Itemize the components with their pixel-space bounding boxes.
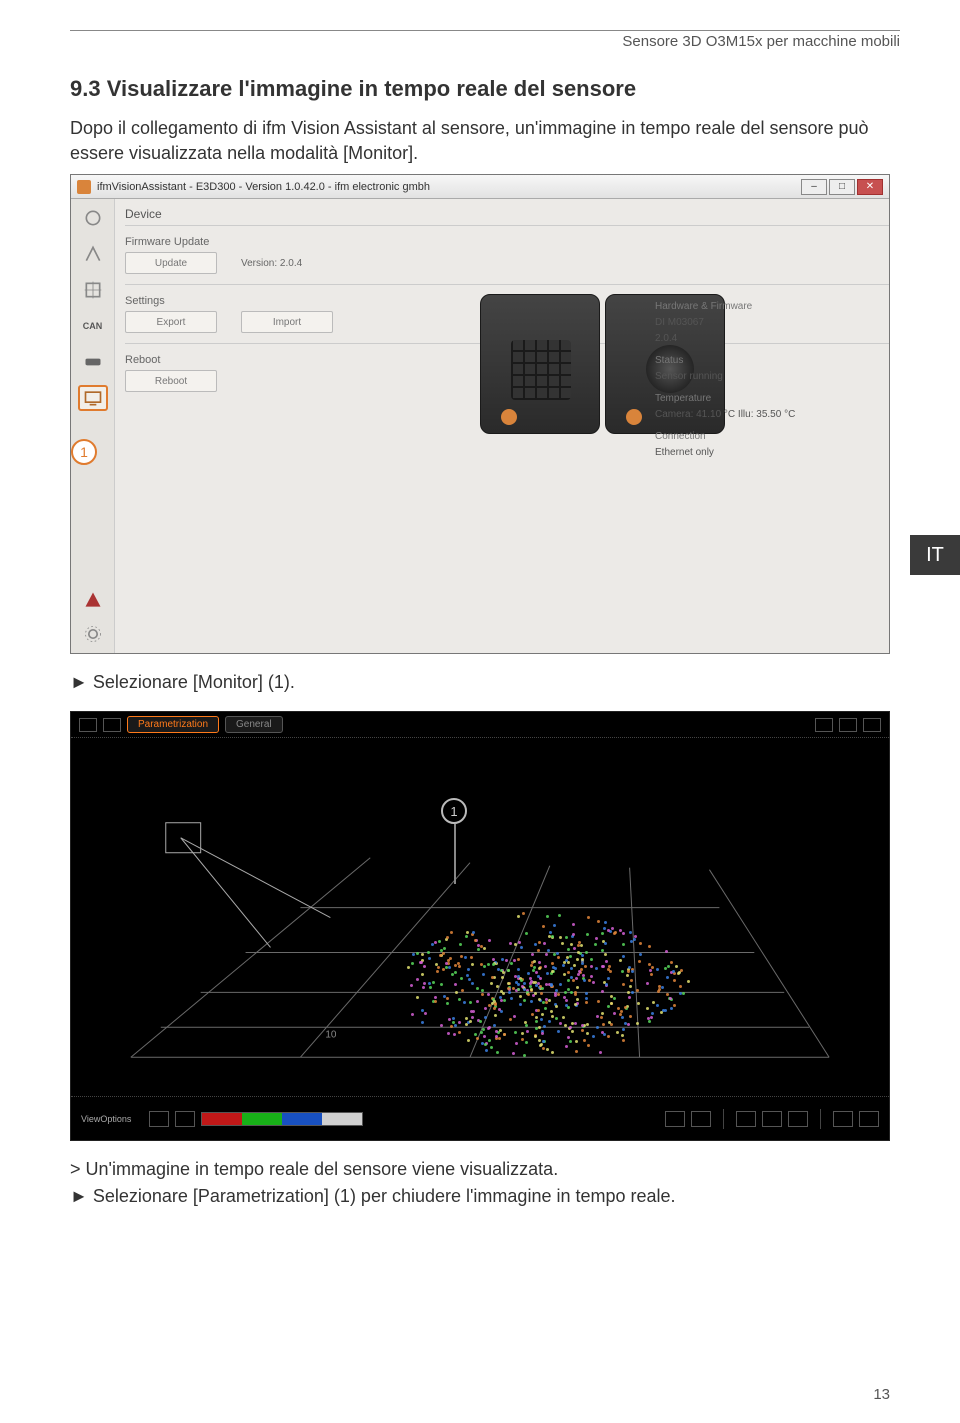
- view-options-label: ViewOptions: [81, 1114, 131, 1124]
- monitor-window: Parametrization General: [70, 711, 890, 1141]
- window-title: ifmVisionAssistant - E3D300 - Version 1.…: [97, 181, 430, 193]
- bottom-icon[interactable]: [175, 1111, 195, 1127]
- gear-icon[interactable]: [78, 621, 108, 647]
- tiny-icon[interactable]: [815, 718, 833, 732]
- section-title-text: Visualizzare l'immagine in tempo reale d…: [107, 76, 636, 101]
- header-rule: [70, 30, 900, 31]
- firmware-label: Firmware Update: [125, 236, 889, 248]
- callout-2: 1: [441, 798, 467, 824]
- maximize-button[interactable]: □: [829, 179, 855, 195]
- settings-icon[interactable]: [78, 277, 108, 303]
- callout-1: 1: [61, 415, 121, 465]
- device-preview: Hardware & Firmware DI M03067 2.0.4 Stat…: [355, 289, 855, 439]
- bottom-icon[interactable]: [691, 1111, 711, 1127]
- tab-general[interactable]: General: [225, 716, 283, 733]
- vision-assistant-window: ifmVisionAssistant - E3D300 - Version 1.…: [70, 174, 890, 654]
- callout-number: 1: [71, 439, 97, 465]
- point-cloud: [391, 888, 711, 1058]
- color-legend: [201, 1112, 363, 1126]
- bottom-icon[interactable]: [665, 1111, 685, 1127]
- window-controls: – □ ✕: [801, 179, 883, 195]
- minimize-button[interactable]: –: [801, 179, 827, 195]
- device-panel: Device Firmware Update Update Version: 2…: [115, 199, 889, 653]
- bottom-icon[interactable]: [736, 1111, 756, 1127]
- tab-parametrization[interactable]: Parametrization: [127, 716, 219, 733]
- bottom-icon[interactable]: [833, 1111, 853, 1127]
- bottom-icon[interactable]: [788, 1111, 808, 1127]
- app-icon: [77, 180, 91, 194]
- update-button[interactable]: Update: [125, 252, 217, 274]
- section-intro: Dopo il collegamento di ifm Vision Assis…: [70, 116, 900, 166]
- home-icon[interactable]: [78, 205, 108, 231]
- tiny-icon[interactable]: [79, 718, 97, 732]
- monitor-icon[interactable]: [78, 385, 108, 411]
- step-2: ► Selezionare [Parametrization] (1) per …: [70, 1186, 900, 1207]
- wizard-icon[interactable]: [78, 241, 108, 267]
- device-info: Hardware & Firmware DI M03067 2.0.4 Stat…: [655, 299, 795, 461]
- doc-header-title: Sensore 3D O3M15x per macchine mobili: [70, 33, 900, 50]
- result-line: > Un'immagine in tempo reale del sensore…: [70, 1159, 900, 1180]
- monitor-bottom-bar: ViewOptions: [71, 1096, 889, 1140]
- import-button[interactable]: Import: [241, 311, 333, 333]
- bottom-icon[interactable]: [149, 1111, 169, 1127]
- panel-title: Device: [125, 207, 889, 221]
- callout2-number: 1: [441, 798, 467, 824]
- svg-text:10: 10: [325, 1030, 337, 1041]
- tiny-icon[interactable]: [863, 718, 881, 732]
- network-icon[interactable]: [78, 349, 108, 375]
- warning-icon[interactable]: [78, 587, 108, 613]
- bottom-icon[interactable]: [762, 1111, 782, 1127]
- section-number: 9.3: [70, 76, 101, 101]
- step-1: ► Selezionare [Monitor] (1).: [70, 672, 900, 693]
- monitor-toolbar: Parametrization General: [71, 712, 889, 738]
- tiny-icon[interactable]: [103, 718, 121, 732]
- window-titlebar: ifmVisionAssistant - E3D300 - Version 1.…: [71, 175, 889, 199]
- section-heading: 9.3 Visualizzare l'immagine in tempo rea…: [70, 76, 900, 102]
- panel-divider-2: [125, 284, 889, 285]
- export-button[interactable]: Export: [125, 311, 217, 333]
- version-label: Version: 2.0.4: [241, 258, 302, 269]
- reboot-button[interactable]: Reboot: [125, 370, 217, 392]
- language-badge: IT: [910, 535, 960, 575]
- panel-divider: [125, 225, 889, 226]
- page-number: 13: [873, 1386, 890, 1403]
- tiny-icon[interactable]: [839, 718, 857, 732]
- device-left: [480, 294, 600, 434]
- can-icon[interactable]: CAN: [78, 313, 108, 339]
- monitor-viewport[interactable]: 10 1: [71, 738, 889, 1098]
- close-button[interactable]: ✕: [857, 179, 883, 195]
- bottom-icon[interactable]: [859, 1111, 879, 1127]
